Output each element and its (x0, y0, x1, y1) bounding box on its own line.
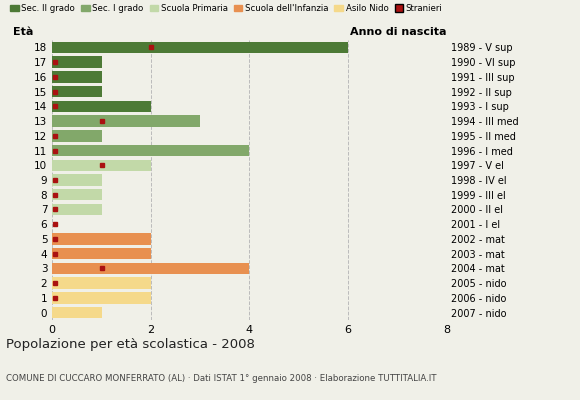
Bar (52, 204, 102, 215)
Bar (52, 233, 151, 245)
Legend: Sec. II grado, Sec. I grado, Scuola Primaria, Scuola dell'Infanzia, Asilo Nido, : Sec. II grado, Sec. I grado, Scuola Prim… (10, 4, 443, 13)
Bar (52, 160, 151, 171)
Bar (52, 174, 102, 186)
Bar (52, 145, 249, 156)
Text: Età: Età (13, 27, 33, 37)
Bar (52, 86, 102, 97)
Bar (52, 263, 249, 274)
Text: Anno di nascita: Anno di nascita (350, 27, 447, 37)
Bar (52, 307, 102, 318)
Bar (52, 115, 200, 127)
Bar (52, 278, 151, 289)
Bar (52, 292, 151, 304)
Bar (52, 130, 102, 142)
Bar (52, 248, 151, 260)
Text: COMUNE DI CUCCARO MONFERRATO (AL) · Dati ISTAT 1° gennaio 2008 · Elaborazione TU: COMUNE DI CUCCARO MONFERRATO (AL) · Dati… (6, 374, 436, 383)
Bar (52, 71, 102, 82)
Bar (52, 42, 348, 53)
Bar (52, 189, 102, 200)
Bar (52, 100, 151, 112)
Bar (52, 56, 102, 68)
Text: Popolazione per età scolastica - 2008: Popolazione per età scolastica - 2008 (6, 338, 255, 351)
